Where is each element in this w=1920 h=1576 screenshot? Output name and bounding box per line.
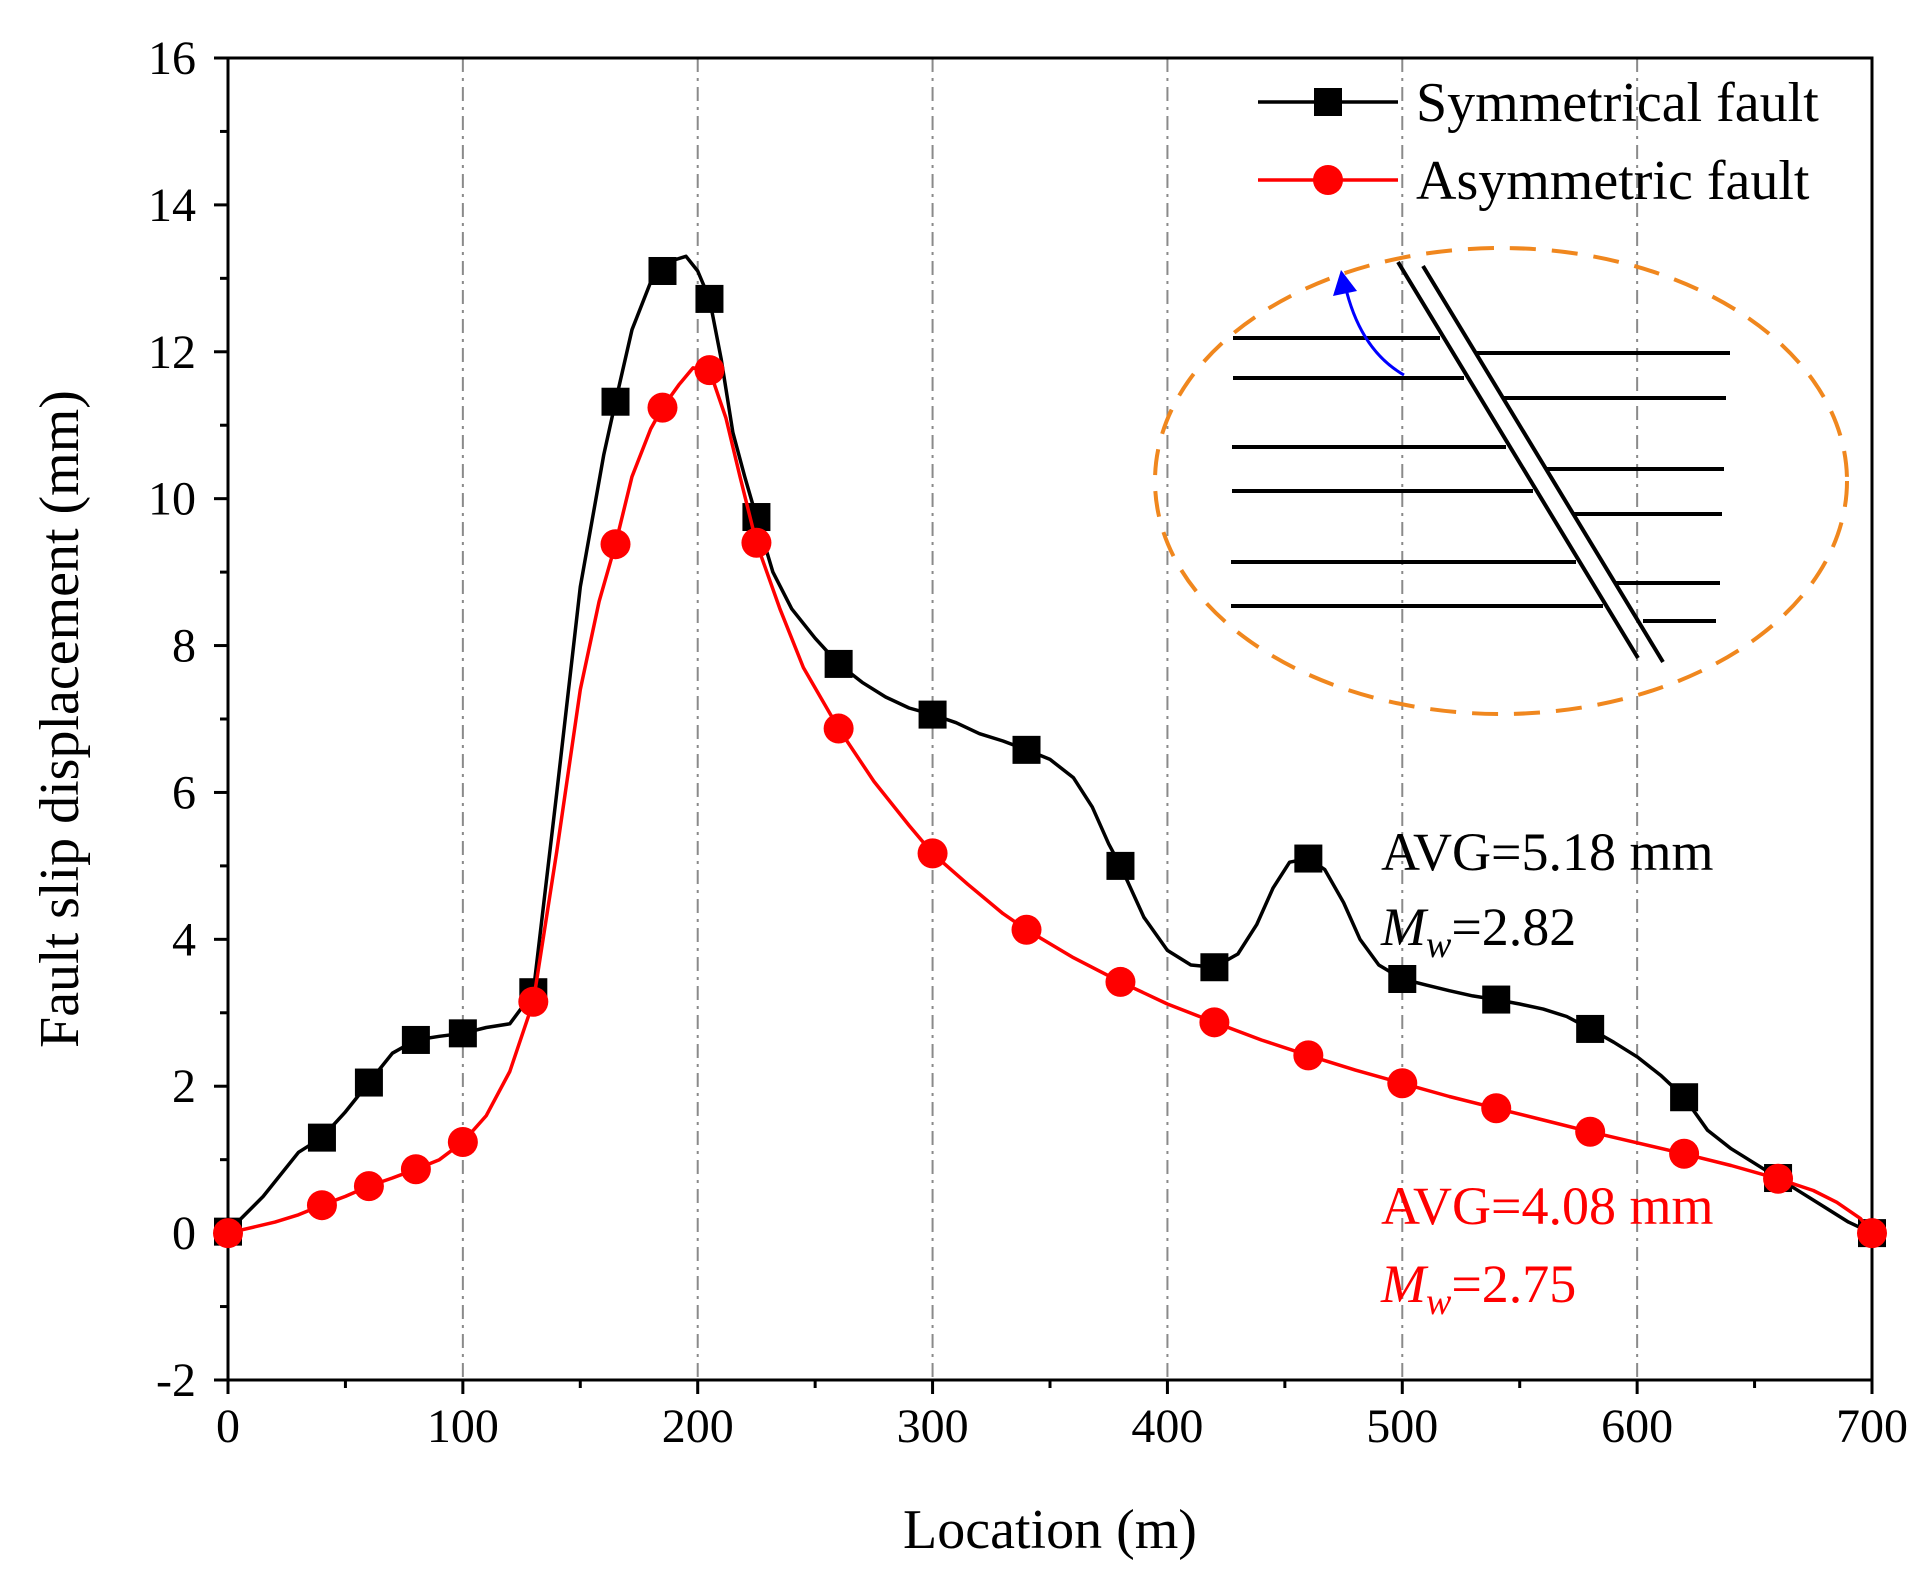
y-tick-label: 6 [172,766,196,819]
data-point-circle [447,1127,478,1158]
data-point-square [601,387,630,416]
x-tick-label: 400 [1131,1400,1203,1453]
x-tick-label: 700 [1836,1400,1908,1453]
mw-value: =2.75 [1451,1254,1576,1314]
data-point-circle [1763,1163,1794,1194]
series-symmetrical [214,254,1886,1248]
x-tick-label: 0 [216,1400,240,1453]
y-tick-label: 4 [172,913,196,966]
y-tick-label: 8 [172,620,196,673]
mw-value: =2.82 [1451,897,1576,957]
data-point-circle [518,986,549,1017]
y-tick-label: -2 [156,1354,196,1407]
y-tick-label: 16 [148,32,196,85]
data-point-square [695,284,724,313]
avg-label: AVG=4.08 mm [1381,1176,1714,1236]
data-point-circle [1387,1068,1418,1099]
data-point-circle [1199,1007,1230,1038]
mw-symbol: M [1380,897,1429,957]
data-point-circle [647,392,678,423]
data-point-square [1388,964,1417,993]
data-point-circle [1105,966,1136,997]
data-point-square [824,649,853,678]
y-tick-label: 14 [148,179,196,232]
data-point-circle [694,355,725,386]
mw-label: Mw=2.75 [1380,1254,1576,1323]
mw-subscript: w [1426,924,1452,966]
fault-line-right [1421,264,1665,664]
annotation-asymmetric: AVG=4.08 mm Mw=2.75 [1380,1176,1714,1323]
data-point-square [918,700,947,729]
data-point-circle [1481,1093,1512,1124]
data-point-square [1482,985,1511,1014]
data-point-square [1012,735,1041,764]
data-point-square [1670,1083,1699,1112]
fault-line-left [1396,260,1640,660]
mw-symbol: M [1380,1254,1429,1314]
x-tick-label: 100 [427,1400,499,1453]
legend: Symmetrical fault Asymmetric fault [1258,72,1819,212]
x-tick-label: 200 [662,1400,734,1453]
series-line [227,366,1874,1235]
rotation-arrow [1343,284,1405,377]
inset-ellipse [1153,246,1849,716]
data-point-square [1576,1014,1605,1043]
mw-subscript: w [1426,1281,1452,1323]
data-point-circle [1011,914,1042,945]
data-point-circle [1669,1138,1700,1169]
data-point-circle [1857,1218,1887,1249]
series-asymmetric [213,355,1887,1249]
data-point-square [401,1025,430,1054]
data-point-circle [1575,1116,1606,1147]
inset-diagram [1153,246,1849,716]
y-tick-label: 12 [148,326,196,379]
data-point-square [307,1123,336,1152]
axes-layer: 0 100 200 300 400 500 600 700 -2 0 2 4 6 8 10 12 14 16 Loc… [29,32,1908,1561]
data-point-square [648,256,677,285]
x-tick-label: 500 [1366,1400,1438,1453]
series-line [226,254,1873,1235]
avg-label: AVG=5.18 mm [1381,822,1714,882]
data-point-circle [353,1171,384,1202]
data-point-square [1200,953,1229,982]
legend-label: Symmetrical fault [1416,72,1819,134]
annotation-symmetrical: AVG=5.18 mm Mw=2.82 [1380,822,1714,966]
data-point-circle [213,1218,243,1249]
x-tick-label: 600 [1601,1400,1673,1453]
data-point-circle [306,1190,337,1221]
legend-label: Asymmetric fault [1416,150,1810,212]
data-point-square [1294,844,1323,873]
legend-item-symmetrical: Symmetrical fault [1258,72,1819,134]
data-point-circle [1293,1040,1324,1071]
mw-label: Mw=2.82 [1380,897,1576,966]
rotation-arrow-head [1333,270,1357,296]
legend-marker-square [1314,88,1342,116]
data-point-circle [917,838,948,869]
data-point-circle [741,527,772,558]
legend-item-asymmetric: Asymmetric fault [1258,150,1810,212]
data-point-circle [823,713,854,744]
legend-marker-circle [1313,165,1343,195]
data-point-circle [400,1154,431,1185]
data-point-circle [600,529,631,560]
series-layer [213,254,1887,1249]
data-point-square [354,1068,383,1097]
y-tick-label: 10 [148,473,196,526]
x-axis-title: Location (m) [903,1499,1197,1561]
x-tick-label: 300 [897,1400,969,1453]
y-axis-title: Fault slip displacement (mm) [29,390,91,1048]
y-tick-label: 2 [172,1060,196,1113]
data-point-square [448,1019,477,1048]
data-point-square [1106,851,1135,880]
y-tick-label: 0 [172,1207,196,1260]
